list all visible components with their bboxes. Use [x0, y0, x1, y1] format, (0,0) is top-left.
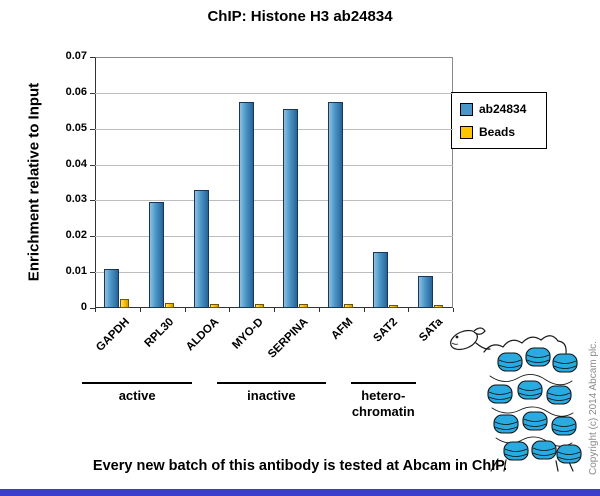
nucleosome-icon [546, 385, 572, 405]
y-tick-label: 0.02 [65, 229, 87, 242]
bar-ab24834-AFM [328, 101, 344, 308]
y-tick-label: 0.06 [65, 85, 87, 98]
bar-ab24834-SAT2 [372, 252, 388, 308]
gridline [95, 236, 453, 238]
nucleosome-icon [552, 353, 578, 373]
gridline [95, 128, 453, 130]
y-tick [90, 57, 95, 58]
bar-ab24834-ALDOA [193, 189, 209, 308]
nucleosome-icon [497, 352, 523, 372]
bar-Beads-SAT2 [388, 305, 398, 308]
group-label: active [118, 388, 156, 403]
nucleosome-icon [503, 441, 529, 461]
copyright-text: Copyright (c) 2014 Abcam plc. [588, 341, 599, 475]
group-label: inactive [247, 388, 296, 403]
gridline [95, 272, 453, 274]
y-tick [90, 200, 95, 202]
y-tick [90, 164, 95, 166]
x-tick [274, 308, 275, 312]
legend-swatch-ab24834 [460, 102, 473, 116]
group-label: hetero- chromatin [351, 388, 415, 420]
x-category-label: AFM [329, 316, 356, 343]
y-tick [90, 272, 95, 274]
x-category-label: ALDOA [183, 316, 222, 354]
legend: ab24834 Beads [451, 92, 547, 149]
group-underline [350, 382, 416, 384]
bar-Beads-SERPINA [299, 303, 309, 308]
y-axis-title: Enrichment relative to Input [25, 82, 43, 282]
x-tick [229, 308, 231, 312]
bar-ab24834-RPL30 [149, 202, 165, 308]
y-tick [90, 128, 95, 130]
y-tick-label: 0.07 [65, 50, 87, 62]
x-tick [363, 308, 365, 312]
x-tick [139, 308, 141, 312]
dna-strand [491, 406, 574, 417]
nucleosome-icon [525, 347, 551, 367]
sheep-head [450, 327, 486, 351]
nucleosome-icon [517, 380, 543, 400]
y-tick-label: 0.03 [65, 193, 87, 206]
sheep-nucleosome-illustration [450, 327, 582, 472]
x-category-label: RPL30 [142, 316, 177, 350]
nucleosome-icon [493, 414, 519, 434]
legend-swatch-beads [460, 125, 473, 139]
nucleosome-icon [556, 444, 582, 464]
x-tick [318, 308, 320, 312]
x-category-label: SAT2 [371, 316, 401, 345]
y-tick-label: 0 [80, 301, 87, 313]
sheep-legs [490, 458, 574, 472]
x-category-label: MYO-D [230, 316, 267, 352]
y-tick [90, 92, 95, 94]
legend-label-ab24834: ab24834 [479, 102, 527, 116]
footer-caption: Every new batch of this antibody is test… [92, 458, 508, 474]
bar-ab24834-SATa [417, 275, 433, 308]
nucleosome-icon [522, 411, 548, 431]
bar-Beads-AFM [344, 303, 354, 308]
x-tick [408, 308, 410, 312]
nucleosome-icon [531, 440, 557, 460]
bar-Beads-SATa [433, 305, 443, 308]
x-category-label: SERPINA [266, 316, 311, 361]
gridline [95, 200, 453, 202]
bar-ab24834-MYO-D [238, 101, 254, 308]
bar-Beads-MYO-D [254, 303, 264, 308]
nucleosome-icon [551, 416, 577, 436]
x-tick [184, 308, 186, 312]
chart-title: ChIP: Histone H3 ab24834 [207, 8, 393, 25]
nucleosome-icon [487, 384, 513, 404]
x-category-label: GAPDH [94, 316, 132, 354]
sheep-wool-outline [483, 335, 567, 354]
x-tick [95, 308, 96, 312]
bar-Beads-RPL30 [165, 302, 175, 308]
y-tick-label: 0.05 [65, 121, 87, 134]
legend-item-ab24834: ab24834 [460, 102, 538, 116]
footer-bar [0, 489, 600, 496]
gridline [95, 164, 453, 166]
group-underline [82, 382, 192, 384]
y-tick-label: 0.01 [65, 265, 87, 278]
legend-label-beads: Beads [479, 125, 516, 139]
sheep-neck [475, 342, 491, 350]
bar-Beads-GAPDH [120, 299, 130, 308]
bar-ab24834-SERPINA [283, 108, 299, 308]
y-tick [90, 236, 95, 238]
x-tick [453, 308, 454, 312]
bar-Beads-ALDOA [209, 303, 219, 308]
gridline [95, 92, 453, 94]
y-tick [90, 308, 95, 309]
group-underline [216, 382, 327, 384]
bar-ab24834-GAPDH [104, 268, 120, 308]
dna-strand [489, 374, 573, 386]
y-tick-label: 0.04 [65, 157, 87, 170]
legend-item-beads: Beads [460, 125, 538, 139]
